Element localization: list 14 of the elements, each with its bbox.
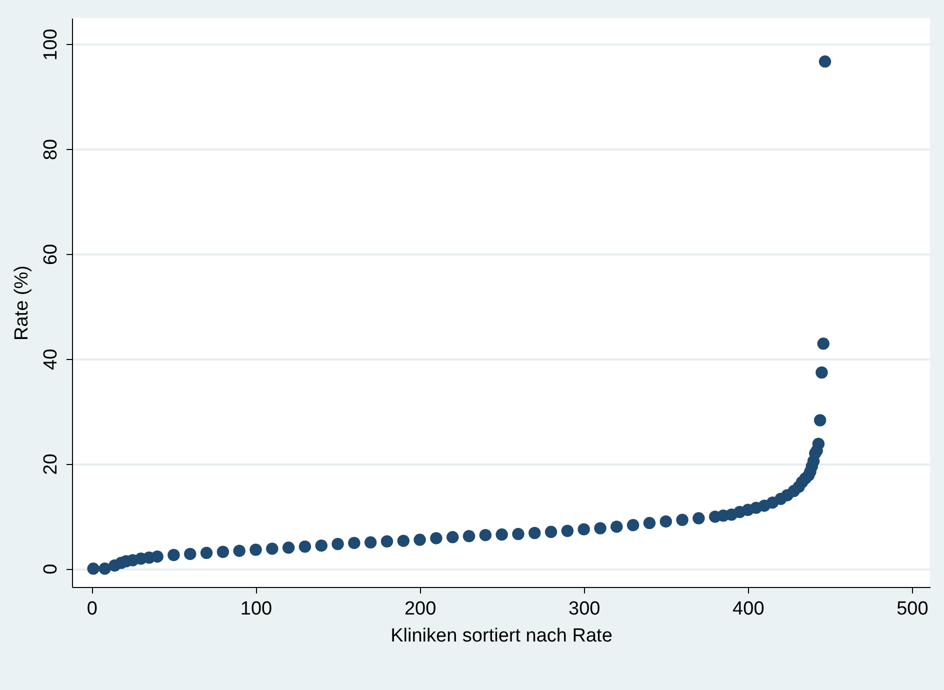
x-tick-label: 100 (240, 598, 272, 620)
y-tick-label: 100 (40, 28, 62, 61)
y-tick-label: 40 (40, 348, 62, 370)
x-tick-label: 400 (732, 598, 764, 620)
x-axis-title: Kliniken sortiert nach Rate (390, 626, 612, 646)
x-tick-label: 300 (568, 598, 600, 620)
x-tick-label: 0 (86, 598, 98, 620)
y-tick-label: 0 (40, 564, 62, 574)
x-tick-label: 500 (896, 598, 928, 620)
y-tick-label: 80 (40, 139, 62, 160)
y-tick-label: 20 (40, 454, 62, 475)
y-axis-title: Rate (%) (12, 266, 32, 340)
y-tick-label: 60 (40, 244, 62, 266)
x-tick-label: 200 (404, 598, 436, 620)
